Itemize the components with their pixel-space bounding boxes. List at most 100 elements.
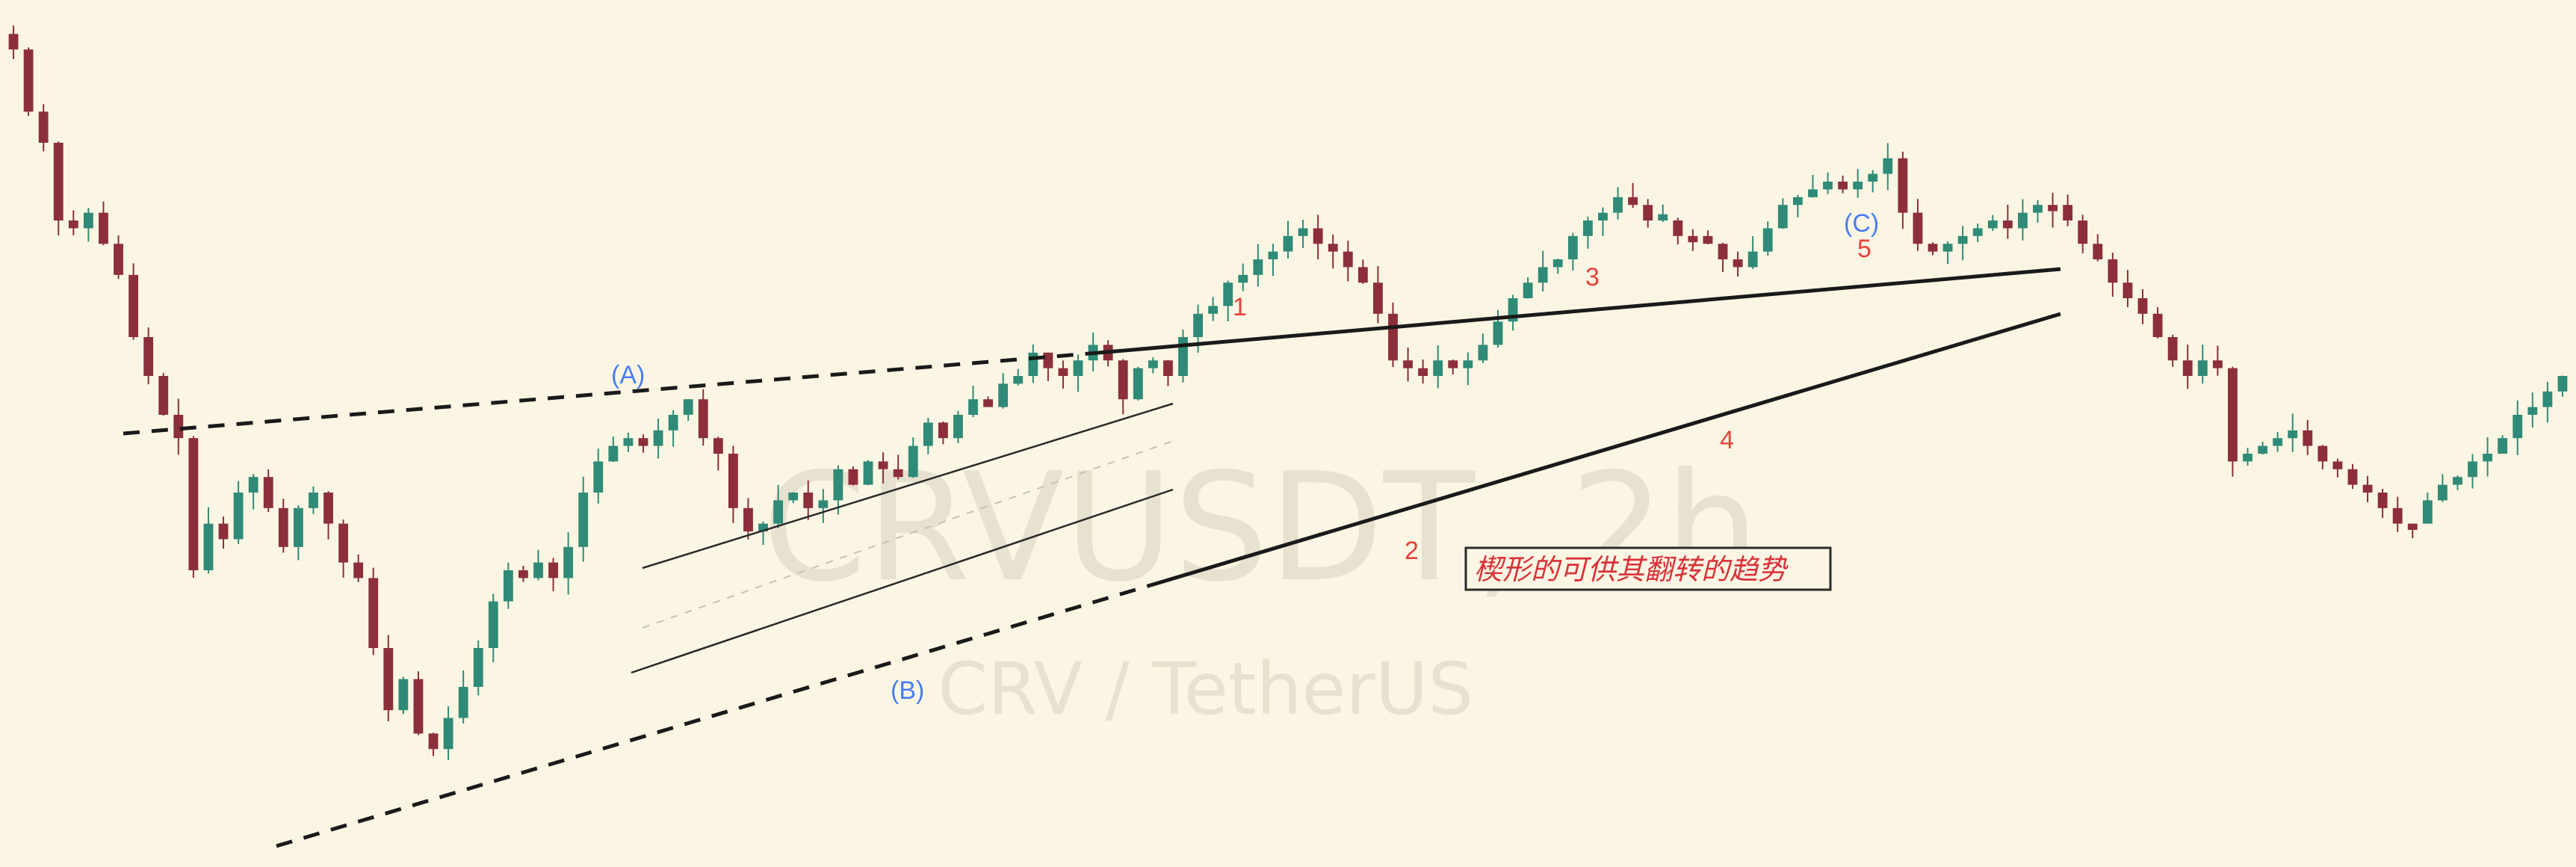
candle-down bbox=[2002, 220, 2013, 229]
candle-up bbox=[1208, 306, 1219, 314]
candle-down bbox=[1898, 158, 1908, 213]
trendlines bbox=[123, 267, 2061, 848]
candle-up bbox=[458, 687, 468, 718]
candles-group bbox=[8, 25, 2568, 761]
candle-up bbox=[1777, 205, 1788, 229]
candle-down bbox=[428, 733, 439, 750]
candle-up bbox=[2422, 500, 2433, 524]
candle-up bbox=[443, 718, 453, 750]
wave-label-1: 1 bbox=[1233, 293, 1247, 321]
candle-down bbox=[2167, 337, 2178, 361]
candle-up bbox=[563, 546, 574, 578]
candle-up bbox=[2197, 360, 2208, 376]
candle-down bbox=[383, 648, 394, 711]
inner-channel-mid-dashed bbox=[642, 440, 1174, 629]
candle-down bbox=[114, 244, 123, 275]
outer-wedge-upper-solid bbox=[1097, 267, 2061, 355]
candle-up bbox=[488, 601, 498, 648]
candle-up bbox=[398, 679, 409, 711]
candle-up bbox=[968, 399, 978, 415]
candle-down bbox=[893, 469, 903, 478]
outer-wedge-lower-solid bbox=[1150, 312, 2061, 587]
candle-up bbox=[1268, 251, 1278, 259]
candle-up bbox=[2557, 376, 2568, 392]
wave-label-A: (A) bbox=[611, 361, 645, 389]
annotation-text: 楔形的可供其翻转的趋势 bbox=[1474, 553, 1789, 586]
candle-down bbox=[2332, 461, 2343, 469]
candle-up bbox=[1957, 235, 1968, 244]
wave-label-2: 2 bbox=[1405, 537, 1419, 565]
candle-down bbox=[353, 562, 364, 578]
candle-down bbox=[1418, 368, 1428, 376]
candle-down bbox=[1403, 360, 1413, 368]
candle-down bbox=[548, 562, 558, 578]
candle-down bbox=[173, 415, 184, 439]
candle-up bbox=[1193, 313, 1204, 337]
candle-up bbox=[833, 469, 843, 501]
wave-label-5: 5 bbox=[1857, 235, 1871, 263]
candle-up bbox=[1013, 376, 1024, 384]
candle-up bbox=[2033, 205, 2043, 213]
candle-down bbox=[1928, 244, 1938, 252]
candle-down bbox=[1913, 212, 1923, 244]
candle-down bbox=[983, 399, 994, 407]
candle-up bbox=[1478, 345, 1488, 361]
candle-up bbox=[2288, 430, 2298, 439]
annotation-box bbox=[1464, 546, 1832, 591]
candle-up bbox=[2453, 477, 2462, 485]
candle-down bbox=[188, 438, 199, 570]
outer-wedge-upper-dashed bbox=[123, 351, 1099, 436]
candle-up bbox=[623, 438, 634, 446]
candle-up bbox=[1433, 360, 1443, 376]
candle-down bbox=[1643, 205, 1653, 220]
candle-down bbox=[938, 422, 948, 439]
candle-up bbox=[1223, 283, 1233, 306]
candle-down bbox=[518, 570, 528, 578]
candle-up bbox=[863, 461, 873, 485]
candle-up bbox=[1613, 197, 1623, 213]
candle-up bbox=[2468, 461, 2477, 478]
candle-down bbox=[803, 493, 814, 508]
candle-up bbox=[248, 477, 258, 493]
inner-channel-lower bbox=[631, 488, 1174, 674]
candle-up bbox=[2498, 438, 2508, 454]
candle-down bbox=[278, 507, 288, 547]
candle-down bbox=[1718, 244, 1728, 259]
candle-up bbox=[2243, 454, 2253, 462]
candle-down bbox=[1673, 220, 1683, 236]
candle-up bbox=[2437, 484, 2447, 501]
candle-down bbox=[2063, 205, 2073, 220]
candle-down bbox=[8, 34, 19, 50]
candle-down bbox=[413, 679, 424, 734]
candle-up bbox=[1598, 212, 1608, 220]
annotation-note: 楔形的可供其翻转的趋势 bbox=[1464, 546, 1832, 591]
candle-down bbox=[218, 523, 229, 540]
candle-down bbox=[2227, 368, 2238, 462]
candle-down bbox=[368, 578, 379, 648]
candle-up bbox=[1987, 220, 1998, 229]
candle-up bbox=[1823, 182, 1833, 190]
candle-up bbox=[2273, 438, 2283, 446]
candle-down bbox=[1372, 283, 1383, 314]
candle-down bbox=[1313, 228, 1323, 244]
candle-up bbox=[203, 523, 214, 570]
candle-up bbox=[1178, 337, 1188, 376]
candle-up bbox=[953, 415, 963, 439]
candle-up bbox=[1298, 228, 1308, 236]
candle-up bbox=[1658, 214, 1668, 220]
candle-down bbox=[1688, 235, 1698, 243]
wave-label-4: 4 bbox=[1720, 426, 1734, 454]
candle-up bbox=[1493, 321, 1503, 345]
candle-up bbox=[503, 570, 513, 602]
candle-down bbox=[23, 49, 34, 112]
candle-up bbox=[2483, 454, 2493, 462]
candle-down bbox=[53, 143, 64, 220]
candle-up bbox=[1792, 197, 1803, 206]
candle-up bbox=[1133, 368, 1143, 400]
candle-down bbox=[1058, 368, 1068, 376]
candle-down bbox=[2152, 313, 2163, 337]
candle-up bbox=[578, 493, 589, 547]
candle-down bbox=[878, 461, 888, 469]
candle-up bbox=[608, 445, 619, 462]
